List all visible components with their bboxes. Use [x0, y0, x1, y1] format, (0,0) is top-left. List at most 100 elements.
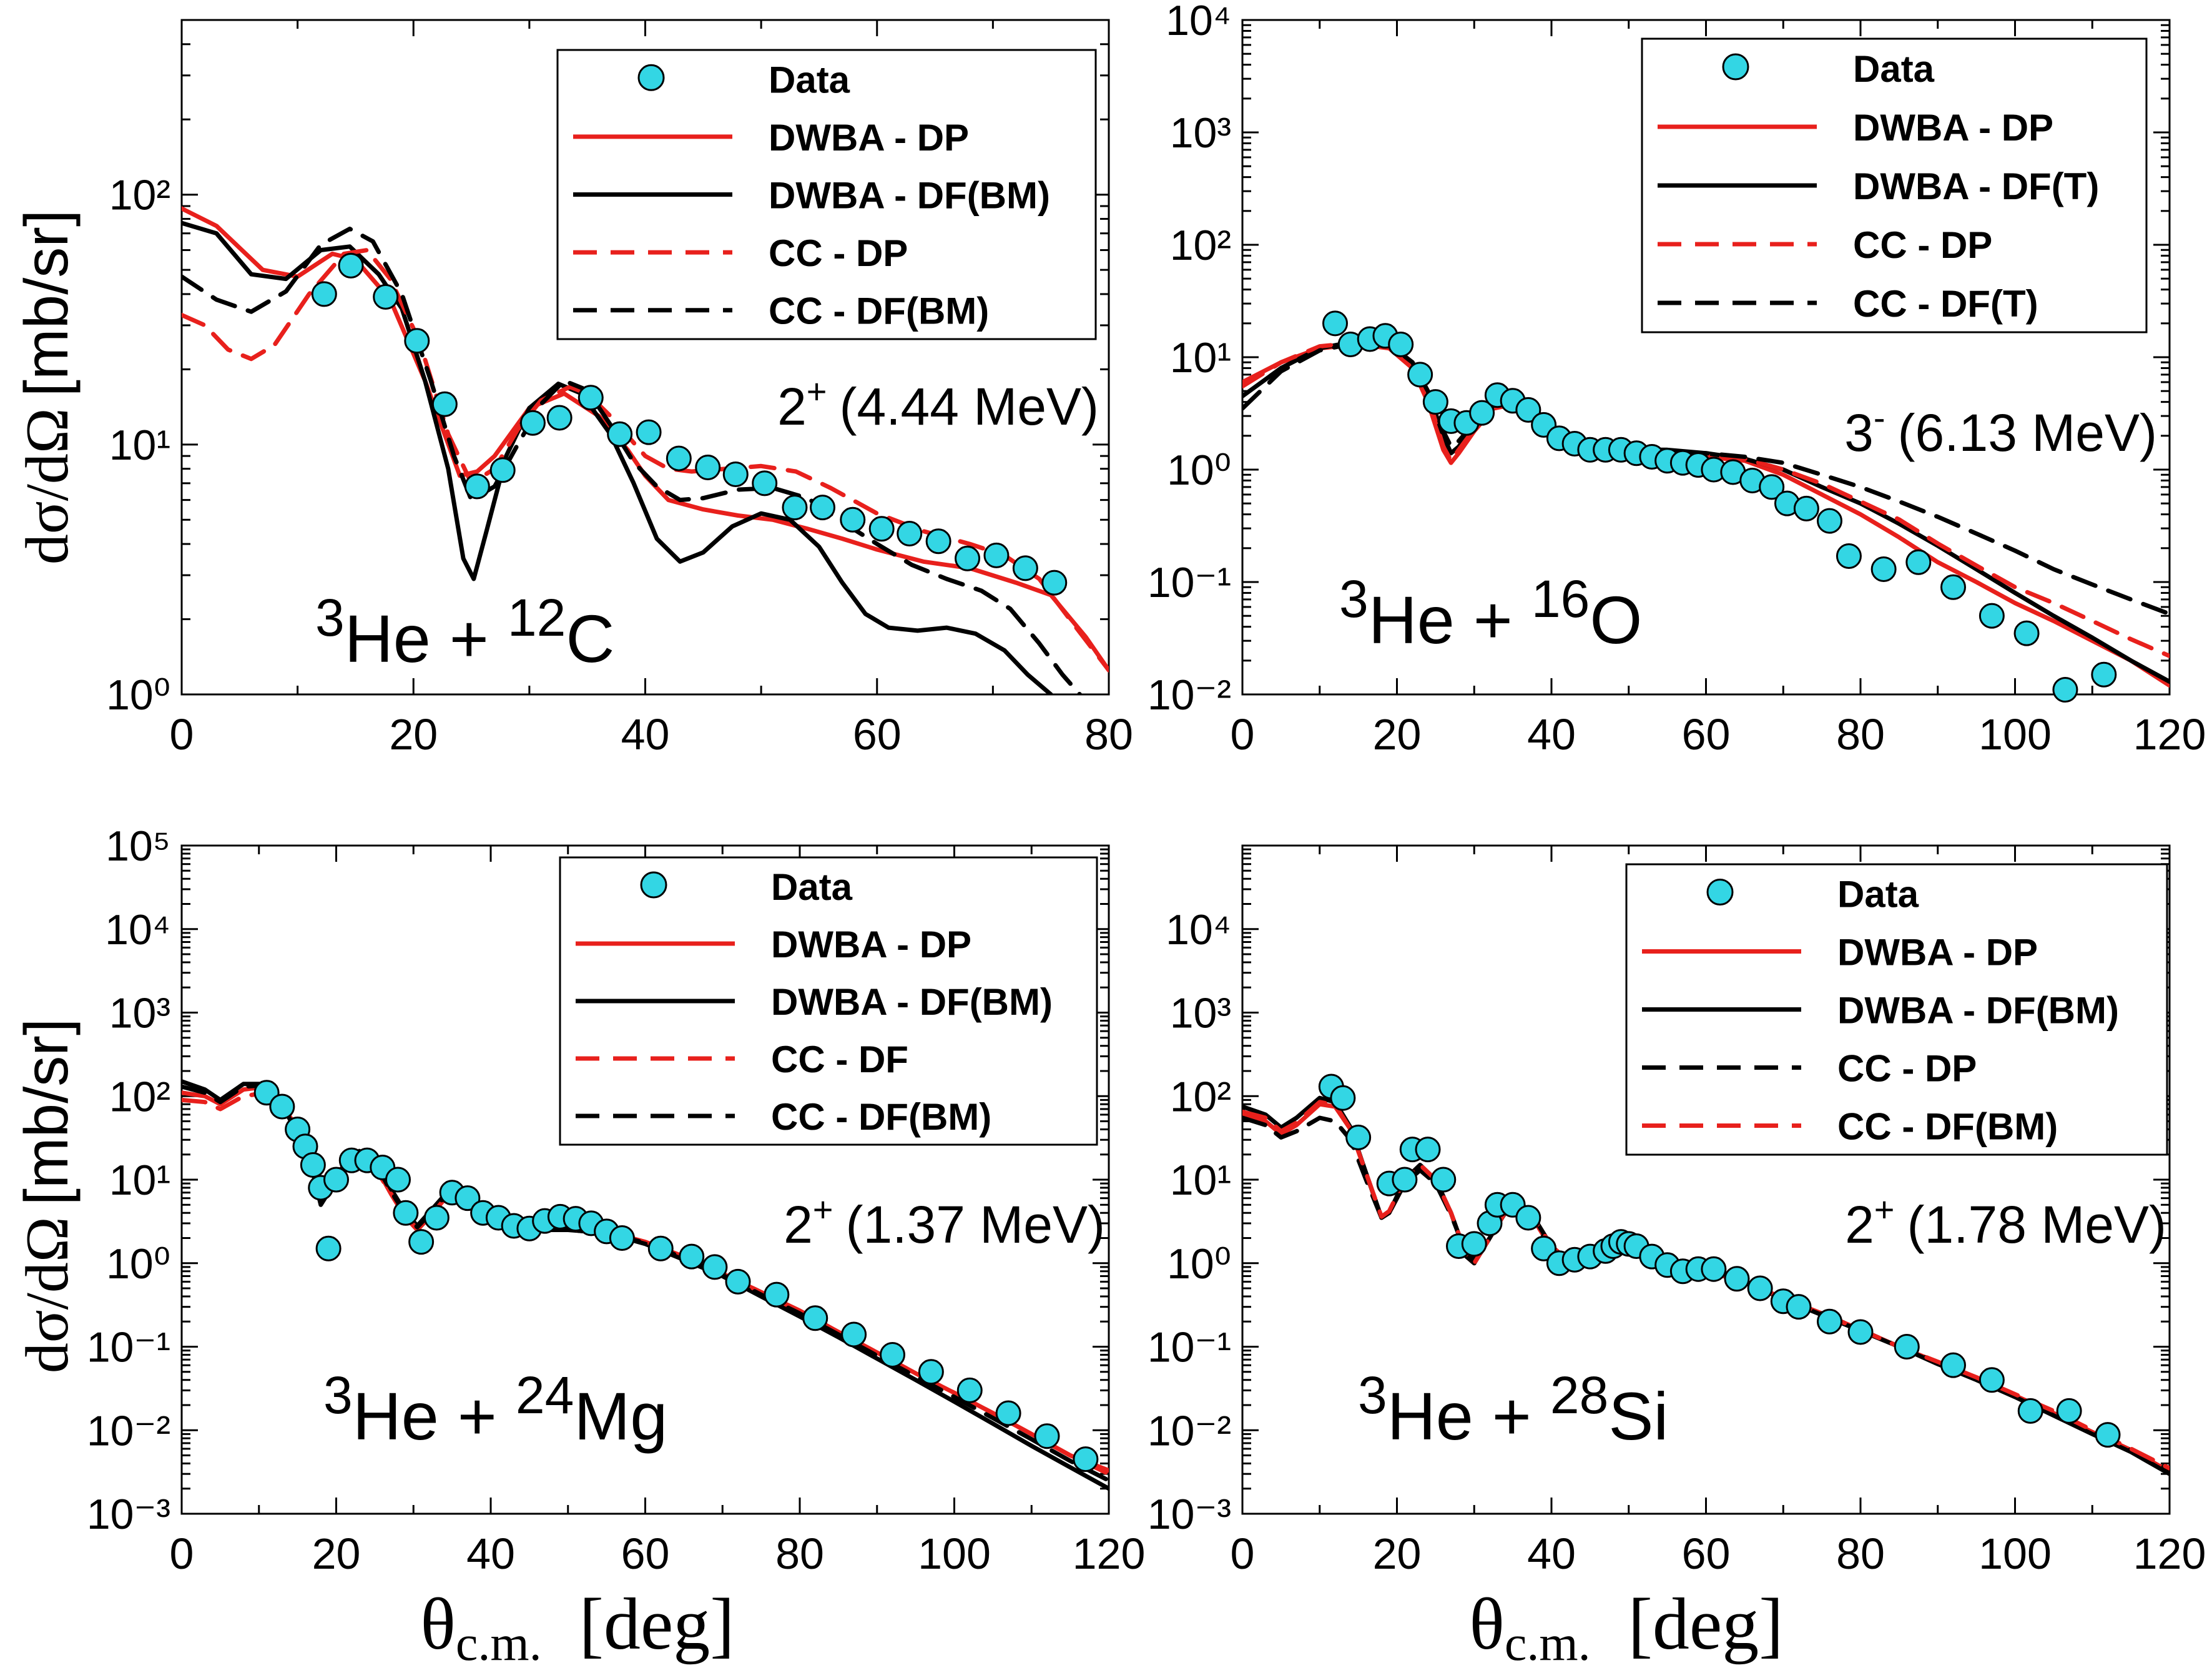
- x-label-sub: c.m.: [456, 1616, 542, 1668]
- y-tick-label: 10⁻¹: [87, 1324, 170, 1371]
- y-label-unit: [mb/sr]: [12, 210, 81, 397]
- data-point: [1747, 1275, 1773, 1301]
- data-point: [2052, 677, 2078, 703]
- data-point: [1322, 310, 1348, 337]
- data-point: [918, 1359, 944, 1385]
- data-points: [253, 1080, 1099, 1473]
- data-point: [1847, 1319, 1874, 1345]
- y-axis-label-bottom: dσ/dΩ [mb/sr]: [12, 1019, 81, 1373]
- x-tick-label: 40: [1527, 1529, 1576, 1578]
- x-tick-label: 20: [312, 1529, 361, 1578]
- data-point: [1345, 1124, 1372, 1150]
- x-tick-label: 100: [1979, 1529, 2052, 1578]
- x-tick-label: 100: [1979, 710, 2052, 759]
- data-point: [338, 252, 364, 279]
- legend-label: DWBA - DF(T): [1853, 165, 2099, 207]
- legend-label: Data: [1853, 48, 1935, 90]
- data-point: [408, 1229, 435, 1255]
- data-point: [519, 410, 546, 436]
- state-energy: (6.13 MeV): [1898, 403, 2158, 462]
- legend-label: Data: [769, 59, 850, 101]
- data-point: [752, 470, 778, 496]
- data-point: [1515, 397, 1541, 423]
- data-point: [955, 545, 981, 571]
- data-point: [1515, 1205, 1541, 1231]
- x-tick-label: 80: [1836, 1529, 1885, 1578]
- data-point: [1817, 1308, 1842, 1335]
- data-point: [722, 461, 749, 488]
- x-tick-label: 60: [853, 710, 902, 759]
- data-point: [782, 495, 808, 521]
- y-tick-label: 10³: [1170, 109, 1231, 157]
- data-point: [2095, 1422, 2121, 1448]
- x-tick-label: 40: [621, 710, 670, 759]
- y-tick-label: 10³: [109, 990, 170, 1037]
- svg-text:θc.m.[deg]: θc.m. [deg]: [1469, 1583, 1783, 1668]
- y-tick-label: 10⁴: [105, 906, 170, 954]
- legend-label: DWBA - DP: [1853, 107, 2053, 149]
- x-tick-label: 60: [1682, 710, 1731, 759]
- y-label-unit: [mb/sr]: [12, 1019, 81, 1205]
- data-points: [311, 252, 1068, 596]
- legend-marker-data: [1706, 879, 1734, 906]
- state-spin: 2: [784, 1195, 813, 1254]
- projectile: He: [345, 601, 431, 676]
- y-tick-label: 10²: [1170, 222, 1231, 269]
- legend-label: Data: [1837, 874, 1919, 915]
- y-tick-label: 10⁴: [1166, 906, 1231, 954]
- data-point: [609, 1225, 635, 1251]
- state-energy: (1.78 MeV): [1907, 1195, 2167, 1254]
- state-annotation: 3- (6.13 MeV): [1844, 398, 2157, 462]
- data-point: [666, 445, 692, 471]
- x-tick-label: 40: [466, 1529, 515, 1578]
- legend-marker-data: [1722, 53, 1749, 81]
- data-point: [1979, 603, 2005, 629]
- data-point: [983, 542, 1010, 568]
- data-point: [636, 419, 662, 445]
- data-point: [925, 528, 951, 555]
- y-tick-label: 10⁻²: [87, 1407, 170, 1454]
- data-point: [1940, 574, 1966, 600]
- x-tick-label: 40: [1527, 710, 1576, 759]
- y-tick-label: 10⁻¹: [1148, 559, 1231, 606]
- y-tick-label: 10⁻¹: [1148, 1324, 1231, 1371]
- data-point: [1701, 1256, 1727, 1282]
- y-tick-label: 10⁰: [1167, 1240, 1231, 1288]
- data-point: [695, 454, 721, 480]
- y-tick-label: 10⁻³: [1148, 1491, 1231, 1538]
- y-tick-label: 10⁰: [1167, 447, 1231, 494]
- legend-label: CC - DF: [771, 1039, 908, 1080]
- legend-label: CC - DF(BM): [769, 290, 989, 332]
- state-spin: 2: [777, 377, 807, 436]
- x-tick-label: 60: [621, 1529, 670, 1578]
- data-point: [1905, 549, 1932, 575]
- data-point: [546, 405, 573, 431]
- state-annotation: 2+ (1.78 MeV): [1845, 1190, 2166, 1254]
- target-mass: 28: [1550, 1366, 1608, 1424]
- target-mass: 24: [516, 1366, 574, 1424]
- chart-panel-bottom-right: 0 20 40 60 80 100 120 10⁻³ 10⁻² 10⁻¹ 10⁰ 10¹ 10² 10³ 1…: [1148, 844, 2206, 1578]
- target-mass: 12: [508, 588, 566, 647]
- x-label-main: θ: [420, 1583, 456, 1665]
- y-label-main: dσ/dΩ: [14, 1216, 81, 1373]
- x-tick-label: 80: [1836, 710, 1885, 759]
- legend: Data DWBA - DP DWBA - DF(BM) CC - DP CC - DF…: [556, 49, 1097, 340]
- data-point: [385, 1167, 411, 1193]
- legend-label: CC - DP: [1837, 1048, 1977, 1090]
- x-tick-label: 0: [170, 710, 194, 759]
- svg-text:dσ/dΩ[mb/sr]: dσ/dΩ [mb/sr]: [12, 1019, 81, 1373]
- x-tick-label: 120: [2133, 710, 2206, 759]
- x-label-unit: [deg]: [579, 1583, 735, 1665]
- data-point: [810, 495, 836, 521]
- target: O: [1590, 582, 1642, 658]
- data-point: [1392, 1167, 1418, 1193]
- reaction-label: 3He + 12C: [315, 588, 614, 676]
- data-point: [995, 1400, 1021, 1426]
- data-point: [1469, 400, 1495, 426]
- y-tick-label: 10⁰: [106, 1240, 170, 1288]
- data-point: [897, 521, 923, 547]
- y-tick-label: 10⁻²: [1148, 1407, 1231, 1454]
- data-point: [1817, 508, 1842, 534]
- data-point: [1836, 543, 1862, 570]
- data-point: [464, 473, 490, 500]
